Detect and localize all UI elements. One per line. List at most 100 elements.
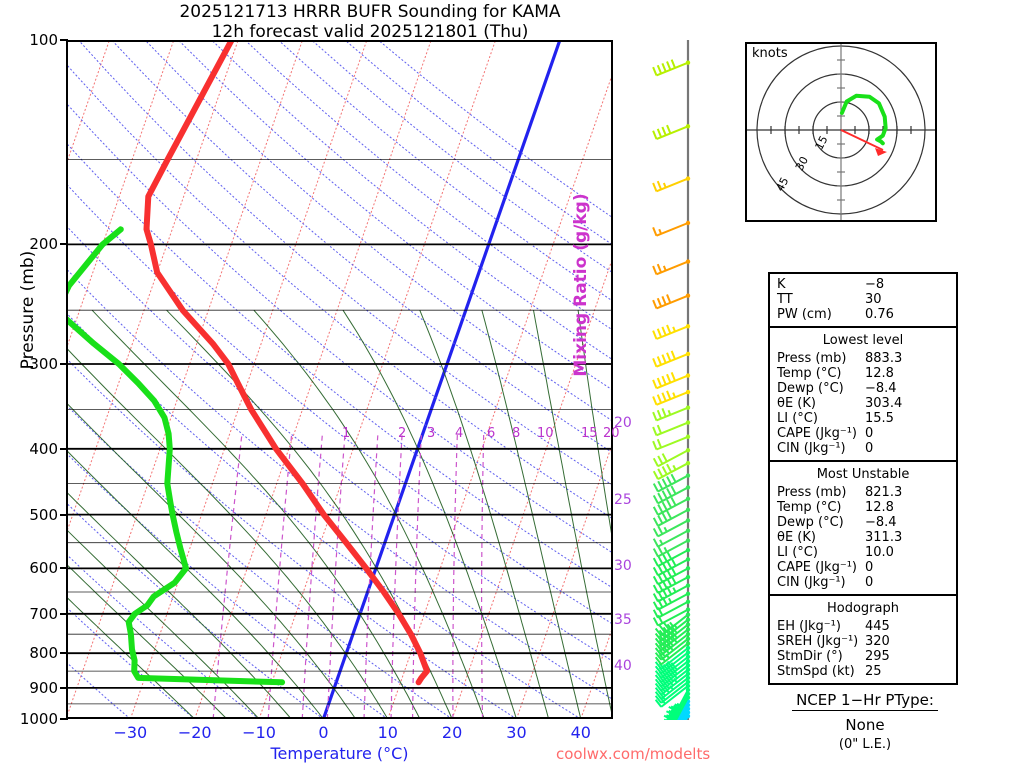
index-value: 30 <box>865 292 882 307</box>
index-value: 15.5 <box>865 411 894 426</box>
pressure-tick-600: 600 <box>29 559 58 578</box>
temperature-tick--30: −30 <box>113 723 148 742</box>
index-row: K −8 <box>770 277 956 292</box>
ptype-liquid-equivalent: (0" L.E.) <box>838 737 892 752</box>
storm-motion-vector <box>840 129 884 151</box>
temperature-tick-30: 30 <box>506 723 527 742</box>
index-key: LI (°C) <box>777 411 818 426</box>
index-key: CIN (Jkg⁻¹) <box>777 575 846 590</box>
lowest-level-section: Lowest level Press (mb) 883.3 Temp (°C) 12.… <box>770 328 956 462</box>
pressure-tick-mark <box>60 243 68 246</box>
ptype-value: None <box>845 716 885 734</box>
temperature-tick-40: 40 <box>570 723 591 742</box>
index-row: EH (Jkg⁻¹) 445 <box>770 619 956 634</box>
index-value: −8.4 <box>865 515 897 530</box>
index-row: Press (mb) 821.3 <box>770 485 956 500</box>
index-key: θE (K) <box>777 530 816 545</box>
index-row: StmSpd (kt) 25 <box>770 664 956 679</box>
pressure-tick-mark <box>60 447 68 450</box>
index-row: θE (K) 311.3 <box>770 530 956 545</box>
index-value: 10.0 <box>865 545 894 560</box>
pressure-tick-100: 100 <box>29 31 58 49</box>
index-value: 0 <box>865 560 874 575</box>
hodograph-wind-trace <box>839 93 888 146</box>
pressure-tick-mark <box>60 686 68 689</box>
hodograph-ring-label-30: 30 <box>793 154 811 172</box>
chart-title: 2025121713 HRRR BUFR Sounding for KAMA 1… <box>0 2 740 42</box>
index-value: 311.3 <box>865 530 903 545</box>
index-key: TT <box>777 292 793 307</box>
pressure-tick-mark <box>60 362 68 365</box>
index-row: Temp (°C) 12.8 <box>770 500 956 515</box>
skewt-diagram <box>66 40 613 719</box>
index-row: LI (°C) 10.0 <box>770 545 956 560</box>
index-value: 12.8 <box>865 366 894 381</box>
index-key: Press (mb) <box>777 351 847 366</box>
index-row: CAPE (Jkg⁻¹) 0 <box>770 560 956 575</box>
pressure-tick-800: 800 <box>29 644 58 663</box>
index-key: LI (°C) <box>777 545 818 560</box>
index-key: K <box>777 277 786 292</box>
pressure-tick-mark <box>60 513 68 516</box>
pressure-tick-mark <box>60 39 68 41</box>
storm-motion-arrowhead <box>875 148 887 156</box>
title-line-2: 12h forecast valid 2025121801 (Thu) <box>211 22 529 42</box>
hodograph-ring-label-45: 45 <box>773 175 791 193</box>
summary-indices-section: K −8 TT 30 PW (cm) 0.76 <box>770 274 956 328</box>
indices-panel: K −8 TT 30 PW (cm) 0.76 Lowest level Press (m… <box>768 272 958 685</box>
pressure-tick-200: 200 <box>29 235 58 254</box>
index-row: StmDir (°) 295 <box>770 649 956 664</box>
hodograph-units-label: knots <box>752 46 788 61</box>
index-value: 445 <box>865 619 890 634</box>
pressure-tick-mark <box>60 612 68 615</box>
temperature-axis-title: Temperature (°C) <box>270 744 409 763</box>
ptype-heading: NCEP 1−Hr PType: <box>792 691 938 711</box>
mixing-ratio-label-1: 1 <box>342 426 351 441</box>
pressure-tick-700: 700 <box>29 604 58 623</box>
right-axis-tick-30: 30 <box>614 558 632 574</box>
index-row: Dewp (°C) −8.4 <box>770 381 956 396</box>
index-value: 12.8 <box>865 500 894 515</box>
index-row: θE (K) 303.4 <box>770 396 956 411</box>
right-axis-tick-20: 20 <box>614 415 632 431</box>
index-value: 0.76 <box>865 307 894 322</box>
index-value: 883.3 <box>865 351 903 366</box>
index-row: TT 30 <box>770 292 956 307</box>
temperature-tick-0: 0 <box>318 723 329 742</box>
index-row: SREH (Jkg⁻¹) 320 <box>770 634 956 649</box>
index-value: 0 <box>865 441 874 456</box>
pressure-tick-mark <box>60 652 68 655</box>
pressure-tick-900: 900 <box>29 678 58 697</box>
index-key: θE (K) <box>777 396 816 411</box>
index-row: CAPE (Jkg⁻¹) 0 <box>770 426 956 441</box>
index-row: PW (cm) 0.76 <box>770 307 956 322</box>
temperature-tick-10: 10 <box>377 723 398 742</box>
mixing-ratio-label-3: 3 <box>427 426 436 441</box>
index-value: −8 <box>865 277 885 292</box>
index-key: EH (Jkg⁻¹) <box>777 619 841 634</box>
index-value: 303.4 <box>865 396 903 411</box>
watermark: coolwx.com/modelts <box>556 745 711 763</box>
index-row: Dewp (°C) −8.4 <box>770 515 956 530</box>
right-axis-tick-25: 25 <box>614 492 632 508</box>
index-value: 320 <box>865 634 890 649</box>
mixing-ratio-axis-title: Mixing Ratio (g/kg) <box>571 193 591 377</box>
index-key: CAPE (Jkg⁻¹) <box>777 426 857 441</box>
index-key: Temp (°C) <box>777 500 842 515</box>
index-value: −8.4 <box>865 381 897 396</box>
mixing-ratio-label-4: 4 <box>455 426 464 441</box>
right-axis-tick-35: 35 <box>614 612 632 628</box>
index-value: 25 <box>865 664 882 679</box>
right-axis-tick-40: 40 <box>614 658 632 674</box>
mixing-ratio-label-2: 2 <box>398 426 407 441</box>
pressure-tick-400: 400 <box>29 439 58 458</box>
temperature-tick--20: −20 <box>177 723 212 742</box>
temperature-tick-20: 20 <box>441 723 463 742</box>
pressure-axis-title: Pressure (mb) <box>18 250 38 370</box>
index-key: CIN (Jkg⁻¹) <box>777 441 846 456</box>
hodograph-stats-heading: Hodograph <box>827 601 899 616</box>
index-key: CAPE (Jkg⁻¹) <box>777 560 857 575</box>
index-row: CIN (Jkg⁻¹) 0 <box>770 441 956 456</box>
mixing-ratio-label-15: 15 <box>581 426 598 441</box>
mixing-ratio-label-6: 6 <box>487 426 496 441</box>
